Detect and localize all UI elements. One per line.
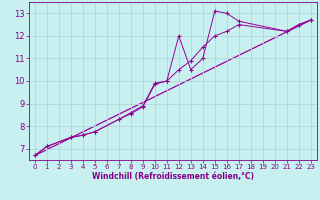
X-axis label: Windchill (Refroidissement éolien,°C): Windchill (Refroidissement éolien,°C) [92, 172, 254, 181]
